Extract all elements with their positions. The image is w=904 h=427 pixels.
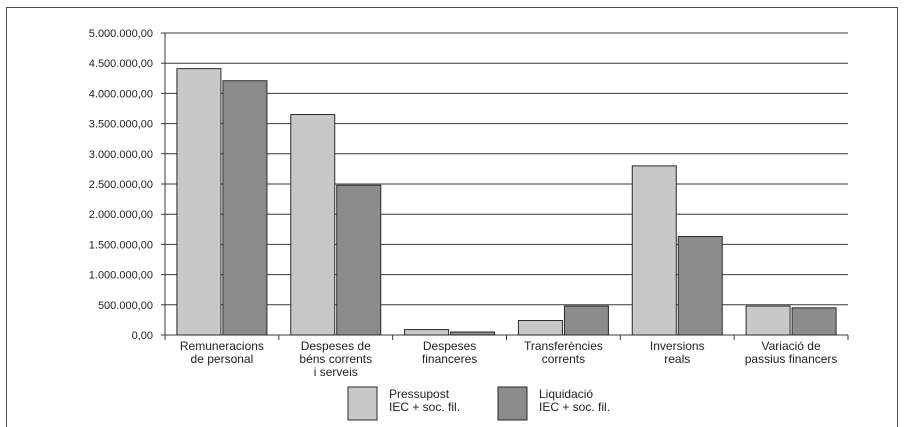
category-label: i serveis xyxy=(314,365,358,379)
bar xyxy=(290,114,336,336)
category-label: Variació de xyxy=(762,339,821,353)
y-tick-label: 1.500.000,00 xyxy=(89,239,153,251)
bar xyxy=(176,68,222,336)
legend-label: Liquidació xyxy=(539,387,593,401)
y-tick-label: 2.500.000,00 xyxy=(89,179,153,191)
legend-label: IEC + soc. fil. xyxy=(389,400,460,414)
category-label: Inversions xyxy=(650,339,705,353)
bar xyxy=(791,307,837,336)
category-label: Despeses de xyxy=(301,339,371,353)
bar xyxy=(631,165,677,336)
y-tick-label: 4.000.000,00 xyxy=(89,88,153,100)
y-tick-label: 1.000.000,00 xyxy=(89,270,153,282)
category-label: reals xyxy=(664,352,690,366)
y-tick-label: 500.000,00 xyxy=(98,300,153,312)
category-label: Despeses xyxy=(423,339,476,353)
category-label: financeres xyxy=(422,352,477,366)
y-tick-label: 3.500.000,00 xyxy=(89,119,153,131)
bar xyxy=(745,305,791,336)
bar xyxy=(222,80,268,336)
bar xyxy=(450,331,496,336)
legend-label: Pressupost xyxy=(389,387,450,401)
legend-swatch xyxy=(497,386,528,421)
category-label: Remuneracions xyxy=(180,339,264,353)
y-tick-label: 4.500.000,00 xyxy=(89,58,153,70)
legend-label: IEC + soc. fil. xyxy=(539,400,610,414)
bar xyxy=(336,184,382,336)
y-tick-label: 3.000.000,00 xyxy=(89,149,153,161)
bar xyxy=(677,236,723,336)
chart-frame xyxy=(6,7,898,427)
bar xyxy=(563,305,609,336)
category-label: de personal xyxy=(191,352,254,366)
y-tick-label: 5.000.000,00 xyxy=(89,28,153,40)
category-label: corrents xyxy=(542,352,585,366)
bar xyxy=(404,329,450,336)
category-label: béns corrents xyxy=(299,352,372,366)
bar xyxy=(517,320,563,336)
y-tick-label: 2.000.000,00 xyxy=(89,209,153,221)
category-label: passius financers xyxy=(745,352,838,366)
y-tick-label: 0,00 xyxy=(132,330,153,342)
category-label: Transferències xyxy=(524,339,603,353)
legend-swatch xyxy=(347,386,378,421)
